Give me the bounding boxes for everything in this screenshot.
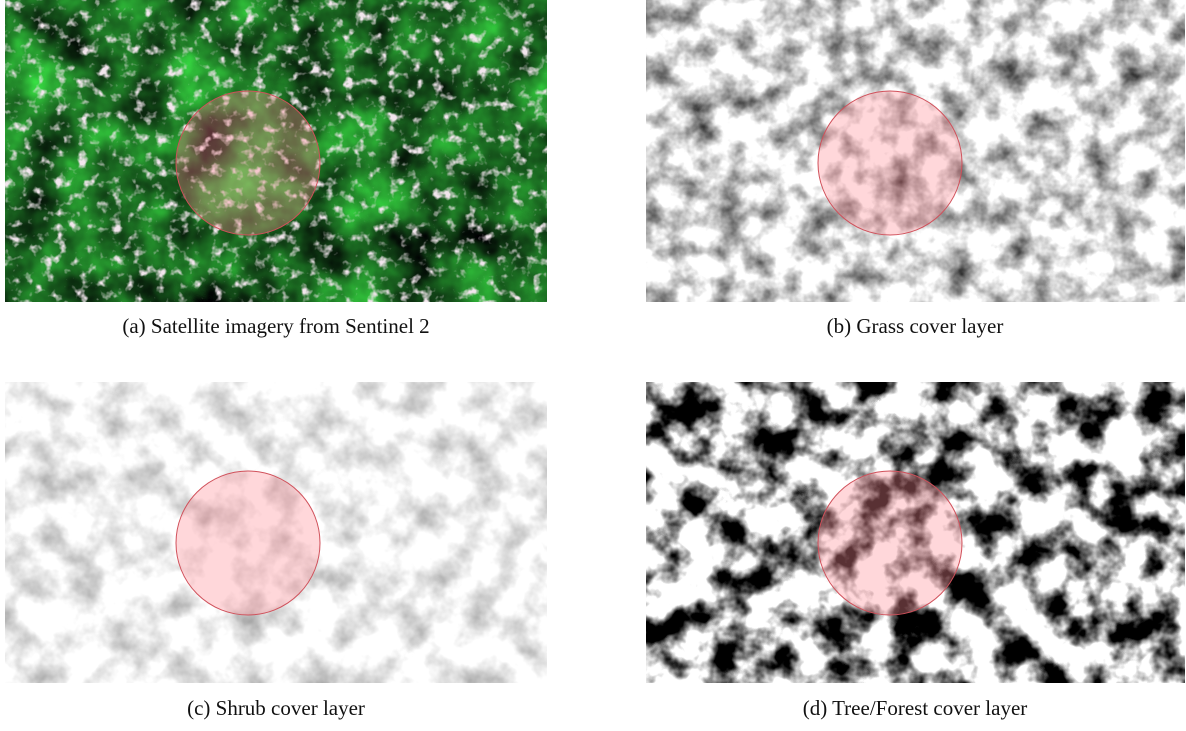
study-area [818,91,962,235]
caption: (c) Shrub cover layer [187,696,365,720]
figure: (a) Satellite imagery from Sentinel 2 (b… [0,0,1186,731]
study-area [176,471,320,615]
caption: (d) Tree/Forest cover layer [803,696,1028,720]
study-area [176,91,320,235]
study-area [818,471,962,615]
caption: (a) Satellite imagery from Sentinel 2 [122,314,429,338]
caption: (b) Grass cover layer [827,314,1004,338]
page: (a) Satellite imagery from Sentinel 2 (b… [0,0,1186,731]
